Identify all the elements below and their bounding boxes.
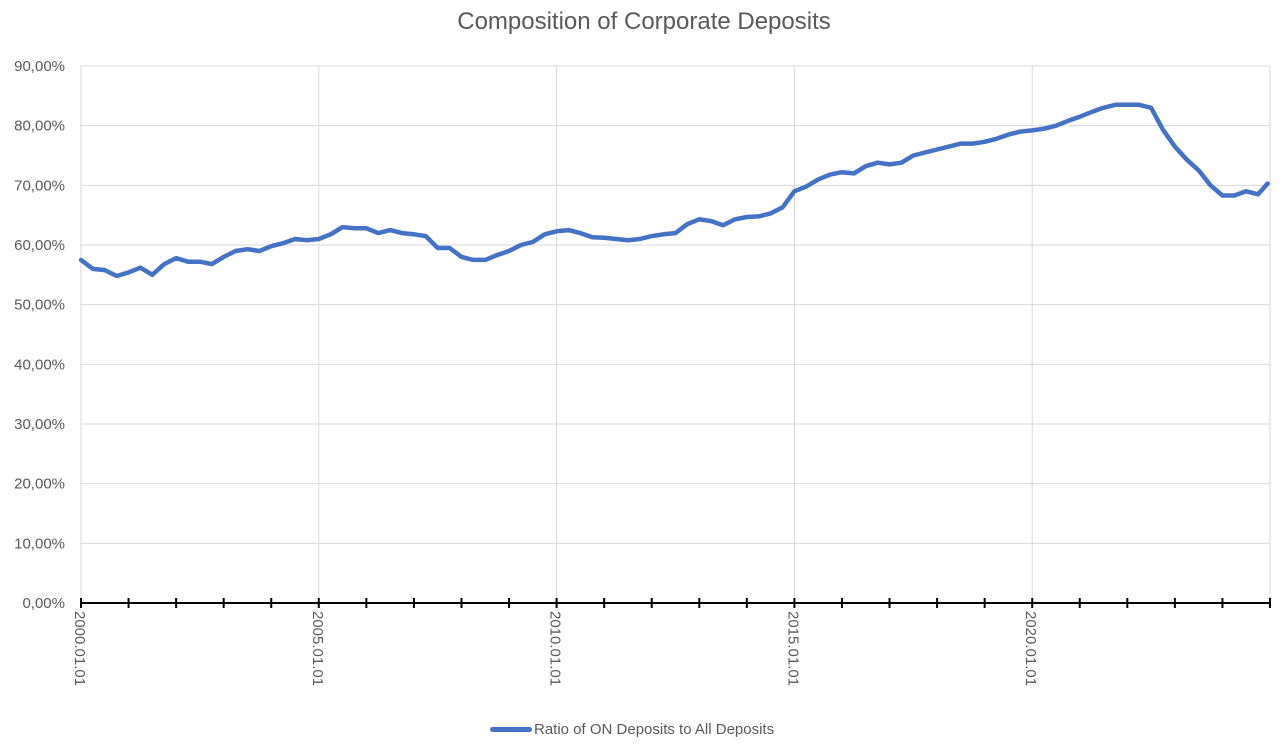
y-tick-label: 50,00% [14, 297, 65, 314]
y-tick-label: 40,00% [14, 356, 65, 373]
y-tick-label: 30,00% [14, 416, 65, 433]
legend: Ratio of ON Deposits to All Deposits [490, 719, 774, 739]
gridlines [80, 65, 1271, 603]
x-axis: 2000.01.01 2005.01.01 2010.01.01 2015.01.01… [71, 598, 1271, 686]
y-tick-label: 80,00% [14, 118, 65, 135]
x-tick-label: 2005.01.01 [309, 611, 326, 686]
y-tick-label: 70,00% [14, 177, 65, 194]
y-tick-label: 90,00% [14, 58, 65, 75]
x-tick-label: 2015.01.01 [784, 611, 801, 686]
y-tick-label: 0,00% [22, 595, 65, 612]
y-tick-label: 10,00% [14, 535, 65, 552]
y-tick-label: 20,00% [14, 476, 65, 493]
chart-title: Composition of Corporate Deposits [457, 8, 831, 35]
legend-line-icon [490, 726, 532, 732]
legend-label: Ratio of ON Deposits to All Deposits [534, 720, 775, 738]
x-tick-label: 2000.01.01 [71, 611, 88, 686]
y-axis: 0,00% 10,00% 20,00% 30,00% 40,00% 50,00% 60,00… [14, 58, 65, 612]
y-tick-label: 60,00% [14, 237, 65, 254]
series-line-on-deposits-ratio [78, 102, 1270, 279]
x-tick-label: 2020.01.01 [1022, 611, 1039, 686]
x-tick-label: 2010.01.01 [547, 611, 564, 686]
